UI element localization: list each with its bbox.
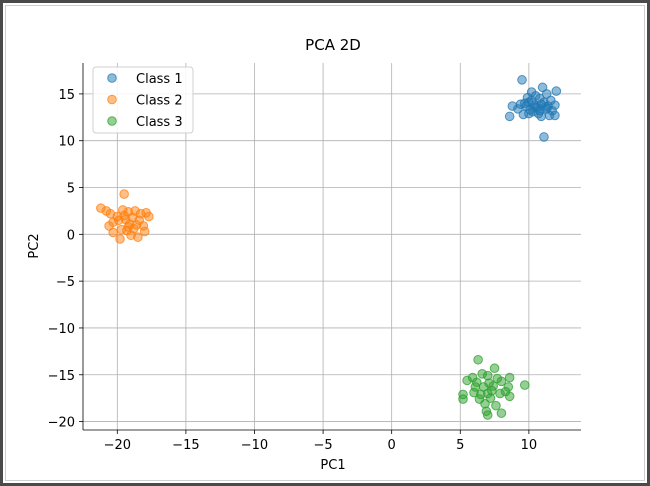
data-point-class-3 — [482, 410, 493, 420]
data-point-class-1 — [518, 109, 529, 120]
data-point-class-3 — [504, 391, 515, 402]
data-point-class-2 — [133, 232, 143, 242]
legend-box — [92, 66, 194, 134]
legend: Class 1 Class 2 Class 3 — [92, 66, 194, 134]
data-point-class-1 — [551, 86, 562, 96]
data-point-class-1 — [526, 95, 537, 106]
data-point-class-3 — [491, 400, 501, 411]
chart-title: PCA 2D — [305, 36, 361, 54]
data-point-class-1 — [539, 132, 549, 142]
data-point-class-2 — [108, 227, 118, 238]
axes: −20 −15 −10 −5 0 5 10 −20 −15 −10 −5 0 5 10 15 — [48, 63, 581, 453]
y-tick-label: 5 — [67, 182, 75, 197]
y-tick-label: −15 — [48, 369, 75, 384]
data-point-class-1 — [550, 100, 560, 110]
data-point-class-3 — [458, 394, 468, 404]
data-point-class-3 — [504, 372, 515, 383]
data-point-class-1 — [504, 111, 515, 122]
x-tick-label: −10 — [241, 438, 268, 453]
x-tick-label: −5 — [313, 438, 332, 453]
y-tick-label: −5 — [56, 275, 75, 290]
x-tick-label: 10 — [521, 438, 538, 453]
x-tick-label: −20 — [104, 438, 131, 453]
x-tick-label: 0 — [388, 438, 396, 453]
data-point-class-1 — [513, 104, 523, 114]
data-point-class-3 — [519, 380, 530, 390]
data-point-class-1 — [517, 75, 527, 85]
data-points — [96, 75, 562, 420]
legend-marker — [107, 94, 117, 105]
data-point-class-3 — [473, 354, 483, 365]
x-tick-label: −15 — [172, 438, 199, 453]
data-point-class-3 — [496, 408, 507, 418]
data-point-class-2 — [134, 215, 145, 226]
x-tick-label: 5 — [456, 438, 464, 453]
data-point-class-2 — [115, 234, 125, 244]
legend-marker — [107, 116, 117, 126]
data-point-class-3 — [489, 363, 500, 374]
legend-marker — [107, 73, 117, 83]
legend-label: Class 2 — [136, 94, 183, 109]
data-point-class-1 — [535, 105, 545, 116]
data-point-class-3 — [470, 382, 481, 392]
data-point-class-1 — [550, 110, 560, 121]
data-point-class-3 — [487, 385, 497, 396]
data-point-class-3 — [496, 376, 507, 387]
y-tick-label: −10 — [48, 322, 75, 337]
data-point-class-2 — [139, 226, 150, 237]
data-point-class-2 — [144, 211, 154, 222]
legend-label: Class 3 — [136, 115, 183, 130]
y-tick-label: 0 — [67, 228, 75, 243]
legend-label: Class 1 — [136, 72, 183, 87]
y-tick-label: 15 — [58, 88, 75, 103]
data-point-class-2 — [123, 222, 134, 232]
y-tick-label: 10 — [58, 135, 75, 150]
y-tick-label: −20 — [48, 416, 75, 431]
data-point-class-2 — [112, 211, 123, 222]
data-point-class-3 — [462, 375, 472, 386]
x-axis-label: PC1 — [320, 458, 345, 473]
y-axis-label: PC2 — [27, 233, 42, 258]
data-point-class-2 — [119, 189, 129, 199]
